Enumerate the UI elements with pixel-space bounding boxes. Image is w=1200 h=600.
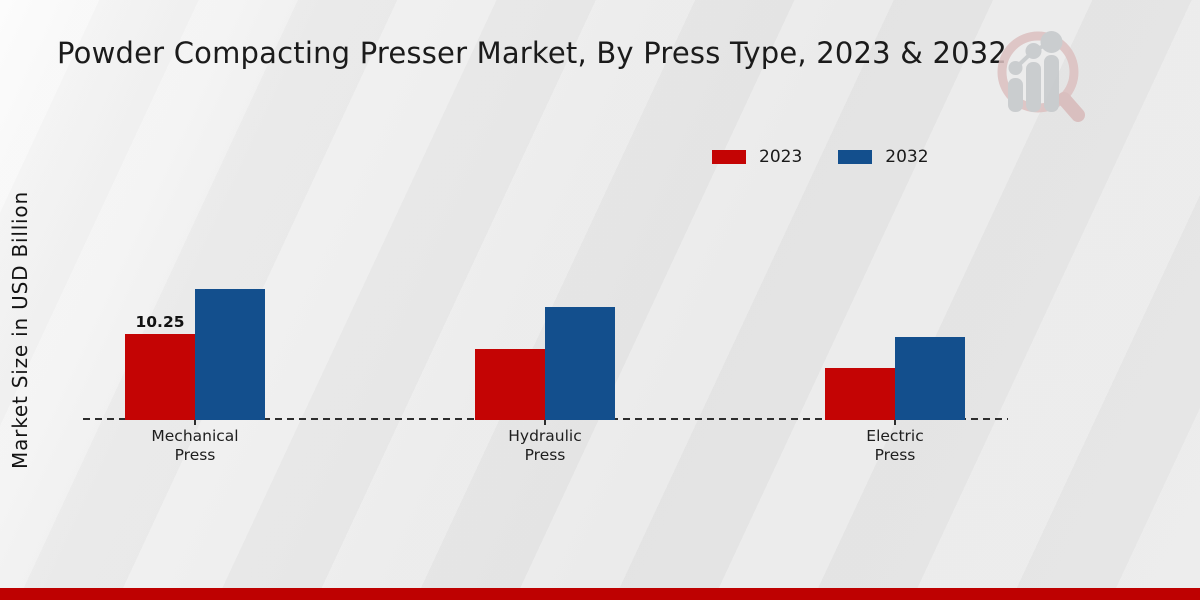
- legend-item-2032: 2032: [838, 147, 929, 167]
- bar-2032-mechanical-press: [195, 289, 265, 420]
- legend: 2023 2032: [712, 147, 929, 167]
- bar-2023-hydraulic-press: [475, 348, 545, 420]
- legend-swatch-2032: [838, 150, 873, 164]
- legend-item-2023: 2023: [712, 147, 802, 167]
- legend-swatch-2023: [712, 150, 746, 164]
- x-axis-tick: [544, 420, 546, 425]
- footer-stripe: [0, 588, 1200, 600]
- bar-2032-electric-press: [895, 336, 965, 420]
- bar-2023-electric-press: [825, 367, 895, 420]
- legend-label-2023: 2023: [759, 147, 803, 167]
- x-axis-tick: [194, 420, 196, 425]
- legend-label-2032: 2032: [885, 147, 929, 167]
- bar-2023-mechanical-press: [125, 334, 195, 420]
- magnifier-growth-logo-icon: [997, 31, 1085, 122]
- category-label-hydraulic-press: Hydraulic Press: [508, 427, 582, 464]
- chart-title: Powder Compacting Presser Market, By Pre…: [57, 36, 1008, 70]
- bar-2032-hydraulic-press: [545, 306, 615, 420]
- category-label-mechanical-press: Mechanical Press: [151, 427, 239, 464]
- category-label-electric-press: Electric Press: [866, 427, 924, 464]
- bar-value-label: 10.25: [135, 313, 185, 331]
- x-axis-tick: [894, 420, 896, 425]
